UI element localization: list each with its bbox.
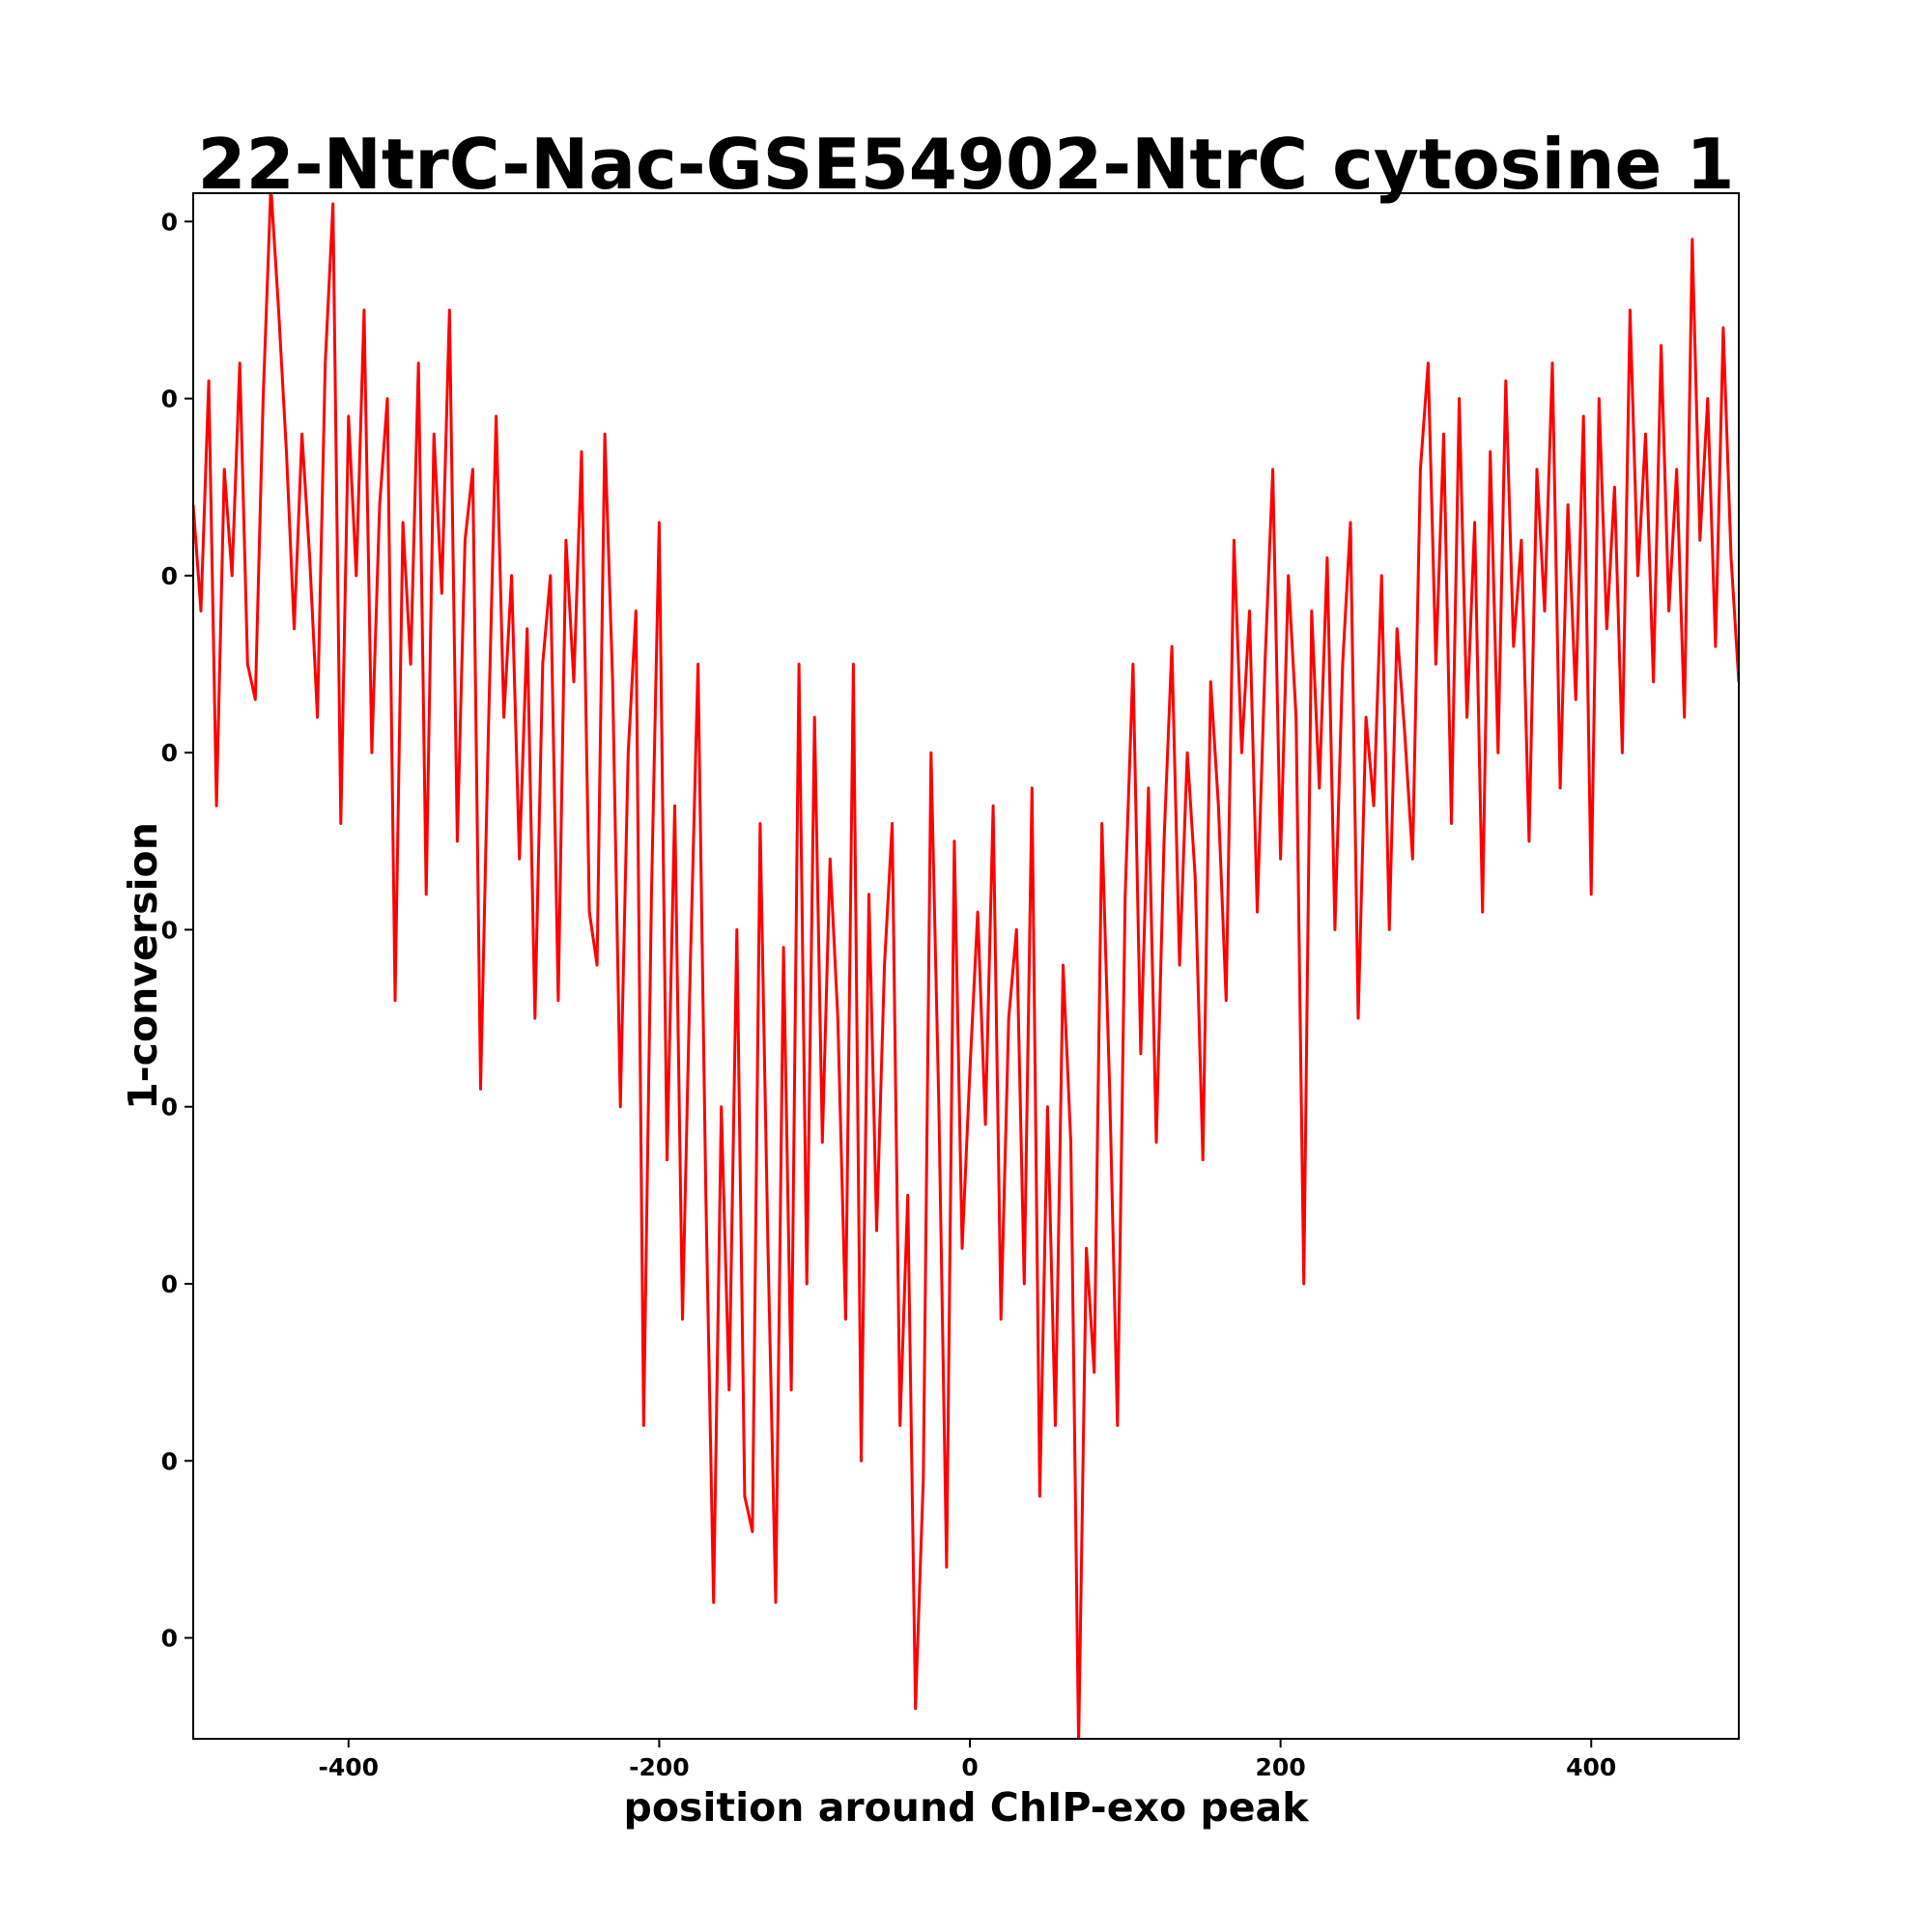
plot-area: [193, 193, 1739, 1739]
x-tick-label: 400: [1566, 1753, 1616, 1781]
chart-title: 22-NtrC-Nac-GSE54902-NtrC cytosine 1: [198, 124, 1735, 205]
y-tick-label: 0: [161, 1447, 178, 1475]
x-axis: -400 -200 0 200 400: [319, 1739, 1616, 1781]
y-tick-label: 0: [161, 1625, 178, 1653]
x-tick-label: 200: [1256, 1753, 1306, 1781]
y-axis: 0 0 0 0 0 0 0 0 0: [161, 208, 193, 1653]
x-axis-label: position around ChIP-exo peak: [624, 1784, 1311, 1831]
x-tick-label: -400: [319, 1753, 380, 1781]
y-tick-label: 0: [161, 916, 178, 944]
y-tick-label: 0: [161, 1094, 178, 1122]
x-tick-label: -200: [629, 1753, 690, 1781]
y-tick-label: 0: [161, 385, 178, 413]
y-axis-label: 1-conversion: [120, 822, 166, 1110]
y-tick-label: 0: [161, 1270, 178, 1298]
y-tick-label: 0: [161, 208, 178, 236]
x-tick-label: 0: [961, 1753, 978, 1781]
series-line-0: [193, 193, 1739, 1739]
axes-frame: [192, 192, 1740, 1740]
y-tick-label: 0: [161, 739, 178, 767]
y-tick-label: 0: [161, 562, 178, 590]
